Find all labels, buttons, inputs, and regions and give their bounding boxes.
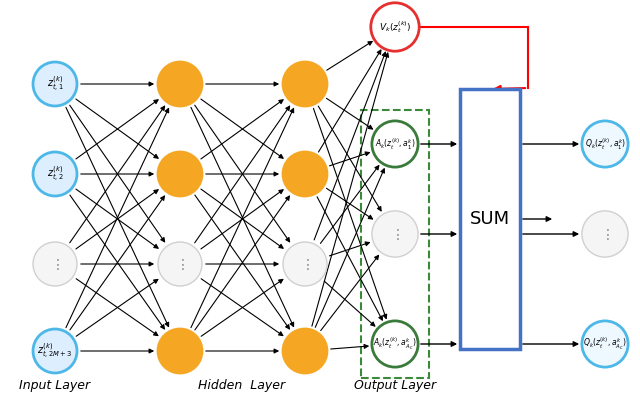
Ellipse shape: [33, 329, 77, 373]
Ellipse shape: [582, 321, 628, 367]
Text: $z_{t,1}^{(k)}$: $z_{t,1}^{(k)}$: [47, 75, 63, 93]
Ellipse shape: [33, 152, 77, 196]
Text: Input Layer: Input Layer: [19, 379, 91, 392]
Ellipse shape: [582, 121, 628, 167]
Ellipse shape: [372, 121, 418, 167]
Ellipse shape: [33, 242, 77, 286]
Text: $A_k(z_t^{(k)}, a_1^k)$: $A_k(z_t^{(k)}, a_1^k)$: [375, 136, 415, 152]
Ellipse shape: [283, 329, 327, 373]
Ellipse shape: [158, 152, 202, 196]
Text: $z_{t,2}^{(k)}$: $z_{t,2}^{(k)}$: [47, 164, 63, 184]
Bar: [361, 110, 429, 378]
Ellipse shape: [371, 3, 419, 51]
Text: $\vdots$: $\vdots$: [50, 257, 60, 271]
Bar: [460, 89, 520, 349]
Ellipse shape: [283, 62, 327, 106]
Text: $z_{t,2M+3}^{(k)}$: $z_{t,2M+3}^{(k)}$: [37, 342, 73, 361]
Text: SUM: SUM: [470, 210, 510, 228]
Text: $\vdots$: $\vdots$: [300, 257, 310, 271]
Ellipse shape: [372, 211, 418, 257]
Text: $\vdots$: $\vdots$: [390, 227, 400, 241]
Text: $A_k(z_t^{(k)}, a_{A_C}^k)$: $A_k(z_t^{(k)}, a_{A_C}^k)$: [373, 336, 417, 352]
Ellipse shape: [33, 62, 77, 106]
Ellipse shape: [283, 242, 327, 286]
Ellipse shape: [158, 329, 202, 373]
Ellipse shape: [158, 242, 202, 286]
Text: $Q_k(z_t^{(k)}, a_{A_C}^k)$: $Q_k(z_t^{(k)}, a_{A_C}^k)$: [583, 336, 627, 352]
Text: $\vdots$: $\vdots$: [175, 257, 185, 271]
Ellipse shape: [582, 211, 628, 257]
Text: $\vdots$: $\vdots$: [600, 227, 610, 241]
Text: Hidden  Layer: Hidden Layer: [198, 379, 285, 392]
Text: $Q_k(z_t^{(k)}, a_1^k)$: $Q_k(z_t^{(k)}, a_1^k)$: [584, 136, 625, 152]
Text: Output Layer: Output Layer: [354, 379, 436, 392]
Ellipse shape: [158, 62, 202, 106]
Ellipse shape: [283, 152, 327, 196]
Text: $V_k(z_t^{(k)})$: $V_k(z_t^{(k)})$: [379, 19, 411, 35]
Ellipse shape: [372, 321, 418, 367]
